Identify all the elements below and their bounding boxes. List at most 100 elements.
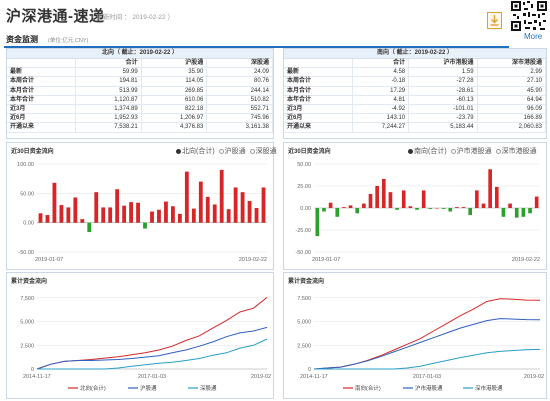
south-cumulative-chart-panel: 累计资金流向 0 2,500 5,000 7,500 2014-11-17 2017-01…	[283, 272, 547, 399]
series-line	[37, 338, 268, 370]
download-icon[interactable]	[487, 12, 502, 29]
y-tick-label: 0	[308, 367, 311, 373]
north-bar-chart: -50.00 0.00 50.00 100.00 2019-01-07 2019-02-2…	[17, 162, 267, 263]
legend-label: 深股通	[200, 384, 217, 392]
bar	[315, 208, 320, 237]
series-line	[313, 318, 541, 370]
table-row: 本月合计 17.29 -28.61 45.90	[284, 86, 547, 96]
bar	[328, 202, 333, 208]
table-row: 本月合计 513.99 269.85 244.14	[7, 86, 273, 96]
row-label: 本周合计	[7, 76, 76, 87]
table-cell: 7,244.27	[352, 122, 410, 133]
bar	[388, 192, 393, 208]
table-cell: 1.59	[408, 67, 478, 78]
series-line	[36, 326, 268, 370]
legend-label: 沪股通	[140, 384, 157, 392]
bar	[362, 203, 366, 208]
table-cell: 45.90	[477, 86, 547, 96]
radio-dot-icon	[176, 148, 181, 154]
bar	[73, 197, 78, 223]
more-link[interactable]: More	[524, 32, 543, 41]
south-bar-chart: -50.00 -25.00 0.00 25.00 50.00 2019-01-07 2019…	[295, 162, 540, 263]
bar	[94, 192, 99, 223]
x-tick-label: 2017-01-03	[413, 374, 441, 380]
chart-title: 累计资金流向	[11, 279, 48, 285]
north-series-selector: 北向(合计) 沪股通 深股通	[174, 146, 277, 156]
radio-north-sz[interactable]: 深股通	[249, 148, 277, 155]
y-tick-label: -25.00	[295, 228, 311, 234]
bar	[129, 202, 134, 223]
bar	[240, 192, 245, 223]
table-cell: 1,952.93	[75, 113, 142, 124]
legend-label: 北向(合计)	[80, 384, 106, 392]
bar	[488, 169, 492, 208]
x-tick-label: 2019-02-22	[239, 257, 267, 263]
bar	[322, 208, 326, 212]
table-cell: 64.94	[477, 95, 547, 105]
table-row: 近3月 1,374.89 822.18 552.71	[7, 104, 273, 115]
bar	[448, 208, 453, 212]
y-tick-label: 0.00	[23, 221, 34, 227]
radio-north-total[interactable]: 北向(合计)	[176, 148, 215, 155]
bar	[528, 208, 532, 214]
bar	[177, 213, 182, 223]
x-tick-label: 2019-01-07	[35, 257, 63, 263]
section-unit: (单位:亿元,CNY)	[48, 38, 89, 44]
radio-south-sz[interactable]: 深市港股通	[495, 148, 537, 155]
table-cell: 745.96	[206, 113, 273, 124]
x-tick-label: 2019-02	[251, 374, 271, 380]
table-cell: 24.09	[206, 67, 273, 78]
title-row: 沪深港通-速递 （ 更新时间 ： 2019-02-22 ） More	[0, 0, 550, 41]
y-tick-label: -50.00	[295, 250, 311, 256]
table-cell: 1,120.87	[75, 95, 142, 105]
radio-label: 深市港股通	[501, 148, 537, 155]
table-cell: 96.09	[477, 104, 547, 115]
bar	[233, 187, 238, 223]
south-flow-panel: 南向（ 截止：2019-02-22 ） 合计 沪市港股通 深市港股通 最新 4.5…	[283, 48, 547, 139]
table-cell: 5,183.44	[408, 122, 478, 133]
column-header	[284, 59, 353, 69]
column-header	[7, 59, 76, 69]
bar	[428, 208, 433, 209]
row-label: 开通以来	[284, 122, 353, 133]
bar	[219, 169, 224, 223]
row-label: 最新	[284, 67, 353, 78]
radio-south-sh[interactable]: 沪市港股通	[450, 148, 492, 155]
radio-dot-icon	[450, 148, 456, 154]
bar	[212, 204, 217, 223]
y-tick-label: 50.00	[20, 191, 34, 197]
bar	[381, 178, 386, 208]
row-label: 近3月	[7, 104, 76, 115]
column-header: 深股通	[206, 59, 273, 69]
table-row: 本周合计 -0.18 -27.28 27.10	[284, 76, 547, 87]
table-cell: -27.28	[408, 76, 478, 87]
radio-south-total[interactable]: 南向(合计)	[408, 148, 447, 155]
y-tick-label: 5,000	[20, 320, 34, 326]
bar	[368, 193, 373, 208]
bar	[115, 189, 120, 223]
bar	[348, 205, 353, 208]
bar	[521, 208, 526, 217]
row-label: 近6月	[7, 113, 76, 124]
y-tick-label: 0.00	[300, 206, 311, 212]
bar	[198, 181, 203, 223]
radio-dot-icon	[249, 148, 255, 154]
bar	[342, 207, 346, 208]
south-flow-table: 合计 沪市港股通 深市港股通 最新 4.58 1.59 2.99 本周合计 -0.18-…	[284, 59, 547, 133]
table-row: 近3月 -4.92 -101.01 96.09	[284, 104, 547, 115]
table-row: 近6月 143.10 -23.79 166.89	[284, 113, 547, 124]
south-30day-chart-panel: 近30日资金流向 南向(合计) 沪市港股通 深市港股通 -50.00 -25.00…	[283, 142, 547, 270]
column-header: 沪股通	[141, 59, 208, 69]
radio-label: 沪市港股通	[456, 148, 492, 155]
table-cell: -4.92	[352, 104, 410, 115]
table-row: 本周合计 194.81 114.05 80.76	[7, 76, 273, 87]
row-label: 开通以来	[7, 122, 76, 133]
bar	[335, 208, 340, 217]
bar	[408, 206, 413, 208]
row-label: 近3月	[284, 104, 353, 115]
radio-north-sh[interactable]: 沪股通	[218, 148, 246, 155]
table-cell: 1,374.89	[75, 104, 142, 115]
bar	[475, 190, 479, 208]
chart-title: 累计资金流向	[288, 279, 325, 285]
table-cell: -28.61	[408, 86, 478, 96]
